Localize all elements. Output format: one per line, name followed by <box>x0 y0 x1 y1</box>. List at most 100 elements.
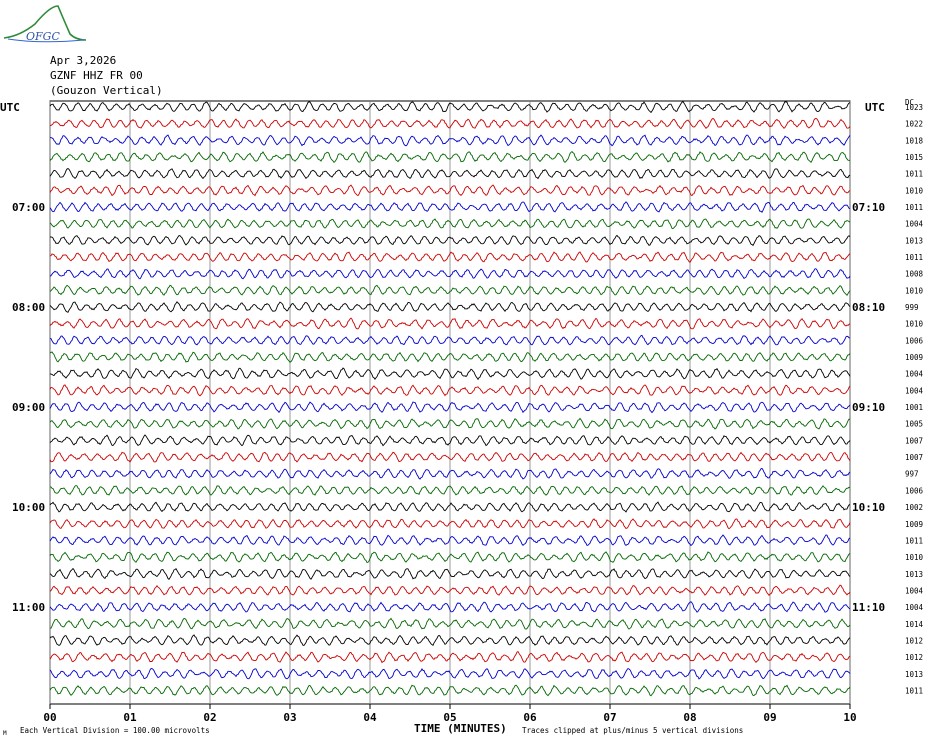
trace-line <box>49 184 851 197</box>
trace-line <box>49 101 851 114</box>
dc-offset-label: 1006 <box>905 336 924 345</box>
trace-line <box>49 617 851 630</box>
dc-offset-label: 1004 <box>905 370 924 379</box>
trace-line <box>49 201 851 213</box>
trace-line <box>49 417 851 430</box>
dc-offset-label: 1010 <box>905 320 924 329</box>
trace-line <box>49 151 851 164</box>
trace-line <box>49 634 851 647</box>
dc-offset-label: 1006 <box>905 486 924 495</box>
dc-offset-label: 1004 <box>905 586 924 595</box>
dc-offset-label: 1011 <box>905 253 923 262</box>
trace-line <box>49 650 851 664</box>
trace-line <box>49 301 851 313</box>
right-hour-label: 07:10 <box>852 201 885 214</box>
dc-offset-label: 1013 <box>905 236 923 245</box>
x-tick-label: 08 <box>683 711 696 724</box>
trace-line <box>49 401 851 414</box>
header-location: (Gouzon Vertical) <box>50 84 163 97</box>
dc-offset-label: 1011 <box>905 170 923 179</box>
trace-line <box>49 451 851 463</box>
dc-offset-label: 1010 <box>905 286 924 295</box>
trace-line <box>49 167 851 180</box>
x-axis-title: TIME (MINUTES) <box>414 722 507 735</box>
dc-offset-label: 1009 <box>905 520 923 529</box>
dc-offset-label: 1023 <box>905 103 923 112</box>
trace-line <box>49 117 851 130</box>
trace-line <box>49 317 851 330</box>
trace-line <box>49 234 851 247</box>
x-tick-label: 04 <box>363 711 377 724</box>
trace-line <box>49 334 851 346</box>
trace-line <box>49 268 851 280</box>
trace-line <box>50 485 851 496</box>
dc-offset-label: 1011 <box>905 686 923 695</box>
trace-line <box>49 351 851 363</box>
x-tick-label: 05 <box>443 711 456 724</box>
dc-offset-label: 1004 <box>905 220 924 229</box>
dc-header-label: DC <box>905 98 914 107</box>
trace-line <box>49 684 851 697</box>
x-tick-label: 10 <box>843 711 856 724</box>
logo-curve <box>3 5 87 41</box>
dc-offset-label: 1005 <box>905 420 923 429</box>
logo-swoosh <box>7 38 85 43</box>
right-utc-label: UTC <box>865 101 885 114</box>
trace-line <box>49 367 851 381</box>
trace-line <box>49 384 851 397</box>
trace-line <box>49 434 851 447</box>
footer-mark: M <box>3 730 7 737</box>
right-hour-label: 10:10 <box>852 501 885 514</box>
dc-offset-label: 1007 <box>905 436 923 445</box>
trace-line <box>49 551 851 563</box>
trace-line <box>49 601 851 613</box>
plot-grid <box>49 100 851 709</box>
x-tick-label: 01 <box>123 711 137 724</box>
left-utc-label: UTC <box>0 101 20 114</box>
logo-text: OFGC <box>26 30 60 43</box>
left-hour-label: 10:00 <box>12 501 45 514</box>
footer-clip-note: Traces clipped at plus/minus 5 vertical … <box>522 726 743 735</box>
footer-scale-note: Each Vertical Division = 100.00 microvol… <box>20 726 210 735</box>
left-hour-label: 09:00 <box>12 401 45 414</box>
trace-line <box>49 518 851 530</box>
trace-line <box>49 584 851 596</box>
dc-offset-label: 1022 <box>905 120 923 129</box>
trace-line <box>49 134 851 147</box>
right-hour-label: 08:10 <box>852 301 885 314</box>
left-hour-label: 07:00 <box>12 201 45 214</box>
dc-offset-label: 1018 <box>905 136 924 145</box>
plot-labels: 00 01 02 03 04 05 06 07 08 09 10 1023 1022 1018 1015 10… <box>0 98 924 737</box>
trace-line <box>49 534 851 547</box>
trace-line <box>49 251 851 264</box>
right-hour-label: 09:10 <box>852 401 885 414</box>
trace-line <box>49 218 851 230</box>
dc-offset-label: 1013 <box>905 570 923 579</box>
x-tick-label: 02 <box>203 711 216 724</box>
dc-offset-label: 1004 <box>905 603 924 612</box>
right-hour-label: 11:10 <box>852 601 885 614</box>
x-tick-label: 06 <box>523 711 537 724</box>
trace-line <box>49 467 851 480</box>
dc-offset-label: 1008 <box>905 270 924 279</box>
trace-line <box>49 501 851 513</box>
ofgc-logo: OFGC <box>3 5 87 43</box>
left-hour-label: 08:00 <box>12 301 45 314</box>
dc-offset-label: 1011 <box>905 203 923 212</box>
header-date: Apr 3,2026 <box>50 54 117 67</box>
dc-offset-label: 997 <box>905 470 919 479</box>
seismic-traces <box>49 101 851 697</box>
dc-offset-label: 1012 <box>905 653 923 662</box>
trace-line <box>49 567 851 580</box>
trace-line <box>49 284 851 296</box>
x-tick-label: 07 <box>603 711 616 724</box>
x-tick-label: 03 <box>283 711 296 724</box>
dc-offset-label: 1007 <box>905 453 923 462</box>
dc-offset-label: 1010 <box>905 186 924 195</box>
dc-offset-label: 1013 <box>905 670 923 679</box>
left-hour-label: 11:00 <box>12 601 45 614</box>
dc-offset-label: 1009 <box>905 353 923 362</box>
dc-offset-label: 1004 <box>905 386 924 395</box>
dc-offset-label: 1010 <box>905 553 924 562</box>
